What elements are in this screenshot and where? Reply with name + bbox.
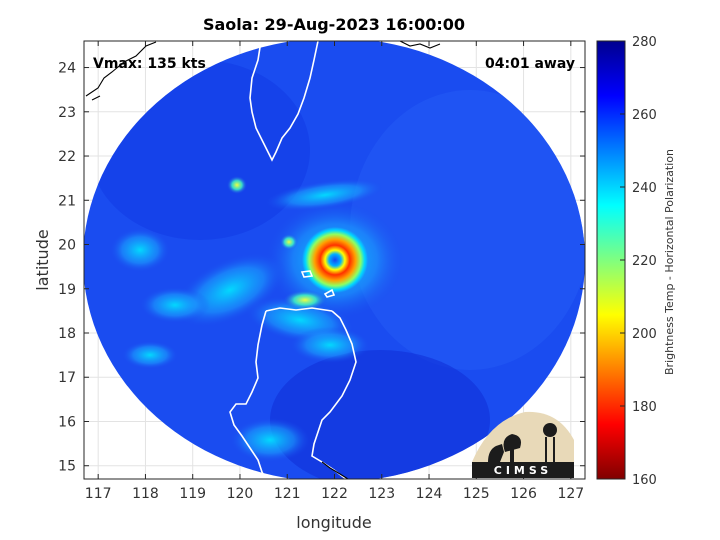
x-axis-label: longitude [296, 513, 371, 532]
x-tick-label: 126 [510, 486, 537, 502]
y-tick-label: 21 [58, 193, 76, 209]
x-tick-label: 117 [85, 486, 112, 502]
x-tick-label: 122 [321, 486, 348, 502]
x-tick-label: 127 [557, 486, 584, 502]
x-tick-label: 118 [132, 486, 159, 502]
y-axis-label: latitude [33, 229, 52, 290]
colorbar-tick-label: 220 [632, 254, 657, 269]
brightness-temperature-image [84, 41, 585, 479]
coastline [229, 41, 357, 479]
y-tick-label: 24 [58, 61, 76, 77]
colorbar-tick-label: 240 [632, 181, 657, 196]
x-axis: 117 118 119 120 121 122 123 124 125 126 127 [85, 41, 584, 502]
storm-eyewall [302, 227, 368, 293]
x-tick-label: 124 [416, 486, 443, 502]
coastline-outside-swath [85, 41, 441, 479]
colorbar-label: Brightness Temp - Horizontal Polarizatio… [663, 149, 676, 375]
y-tick-label: 16 [58, 414, 76, 430]
y-tick-label: 22 [58, 149, 76, 165]
colorbar-ticks: 160 180 200 220 240 260 280 [620, 35, 657, 488]
colorbar-tick-label: 200 [632, 327, 657, 342]
y-tick-label: 20 [58, 238, 76, 254]
x-tick-label: 121 [274, 486, 301, 502]
chart-title: Saola: 29-Aug-2023 16:00:00 [203, 15, 465, 34]
colorbar-tick-label: 180 [632, 400, 657, 415]
time-offset-annotation: 04:01 away [485, 56, 575, 72]
y-tick-label: 23 [58, 105, 76, 121]
colorbar-tick-label: 260 [632, 108, 657, 123]
svg-text:CIMSS: CIMSS [494, 464, 552, 477]
y-tick-label: 17 [58, 370, 76, 386]
x-tick-label: 120 [227, 486, 254, 502]
x-tick-label: 119 [179, 486, 206, 502]
y-tick-label: 15 [58, 459, 76, 475]
colorbar-tick-label: 280 [632, 35, 657, 50]
colorbar-tick-label: 160 [632, 473, 657, 488]
x-tick-label: 123 [368, 486, 395, 502]
y-tick-label: 19 [58, 282, 76, 298]
y-tick-label: 18 [58, 326, 76, 342]
cimss-logo: CIMSS [472, 411, 574, 478]
vmax-annotation: Vmax: 135 kts [93, 56, 206, 72]
x-tick-label: 125 [463, 486, 490, 502]
y-axis: 15 16 17 18 19 20 21 22 23 24 [58, 61, 585, 475]
